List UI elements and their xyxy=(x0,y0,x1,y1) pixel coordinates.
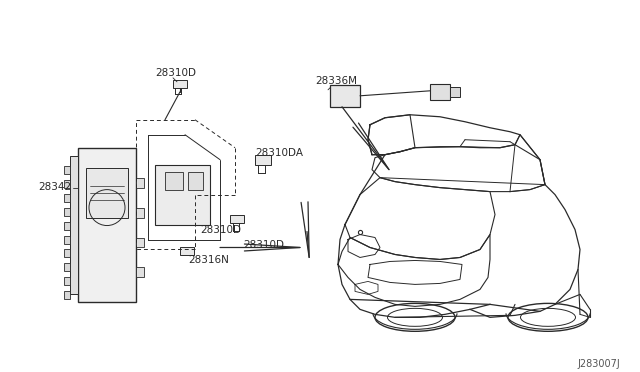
Bar xyxy=(64,208,70,215)
Bar xyxy=(64,193,70,202)
Bar xyxy=(70,155,78,294)
Bar xyxy=(136,267,144,278)
Bar xyxy=(450,87,460,97)
Bar xyxy=(136,237,144,247)
Bar xyxy=(64,166,70,174)
Bar xyxy=(64,235,70,244)
Bar xyxy=(230,215,244,222)
Bar xyxy=(64,222,70,230)
Bar xyxy=(165,171,183,190)
Bar xyxy=(330,85,360,107)
Bar xyxy=(64,180,70,187)
Bar xyxy=(136,208,144,218)
Text: 28316N: 28316N xyxy=(188,256,229,266)
Bar xyxy=(64,263,70,272)
Bar xyxy=(86,168,128,218)
Bar xyxy=(173,80,187,88)
Bar xyxy=(255,155,271,165)
Bar xyxy=(64,278,70,285)
Text: 28310DA: 28310DA xyxy=(255,148,303,158)
Bar xyxy=(64,250,70,257)
Text: 28310D: 28310D xyxy=(155,68,196,78)
Bar xyxy=(155,165,210,225)
Text: 28342: 28342 xyxy=(38,182,71,192)
Bar xyxy=(180,247,194,256)
Bar xyxy=(78,148,136,302)
Text: 28310D: 28310D xyxy=(243,240,284,250)
Text: 28310D: 28310D xyxy=(200,225,241,234)
Text: J283007J: J283007J xyxy=(577,359,620,369)
Bar xyxy=(64,291,70,299)
Bar xyxy=(430,84,450,100)
Bar xyxy=(136,178,144,187)
Bar xyxy=(188,171,203,190)
Text: 28336M: 28336M xyxy=(315,76,357,86)
